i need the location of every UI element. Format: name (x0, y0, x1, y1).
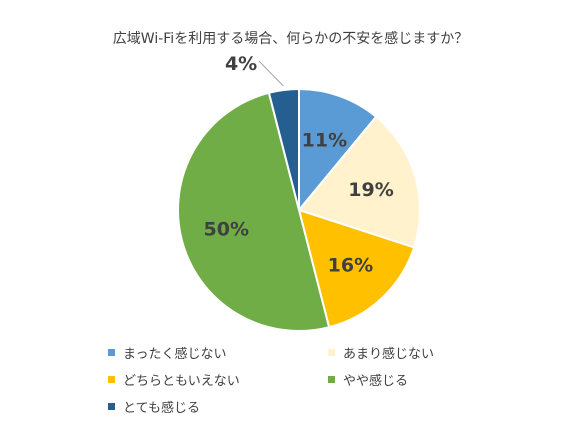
legend-swatch (328, 376, 335, 383)
legend-label: どちらともいえない (123, 374, 240, 389)
pie-slice-4 (177, 91, 331, 332)
legend-swatch (328, 349, 335, 356)
pie-slice-5 (267, 87, 300, 211)
data-label-3: 16% (328, 255, 373, 277)
legend-label: やや感じる (343, 374, 409, 389)
pie-slice-1 (298, 87, 378, 213)
leader-line-5 (258, 60, 284, 87)
legend-item-2: あまり感じない (328, 343, 434, 362)
legend-label: まったく感じない (123, 347, 227, 362)
data-label-5: 4% (225, 53, 257, 75)
pie-slice-2 (297, 115, 421, 249)
data-label-1: 11% (302, 129, 347, 151)
legend-swatch (108, 376, 115, 383)
data-label-2: 19% (348, 179, 393, 201)
legend-label: あまり感じない (343, 347, 435, 362)
legend-item-1: まったく感じない (108, 343, 226, 362)
pie-slice-3 (297, 208, 416, 329)
legend-item-4: やや感じる (328, 370, 408, 389)
chart-title: 広域Wi-Fiを利用する場合、何らかの不安を感じますか？ (112, 31, 469, 47)
data-label-4: 50% (204, 219, 249, 241)
legend-item-3: どちらともいえない (108, 370, 240, 389)
legend-label: とても感じる (123, 401, 200, 416)
legend-swatch (108, 403, 115, 410)
legend-swatch (108, 349, 115, 356)
legend-item-5: とても感じる (108, 397, 200, 416)
